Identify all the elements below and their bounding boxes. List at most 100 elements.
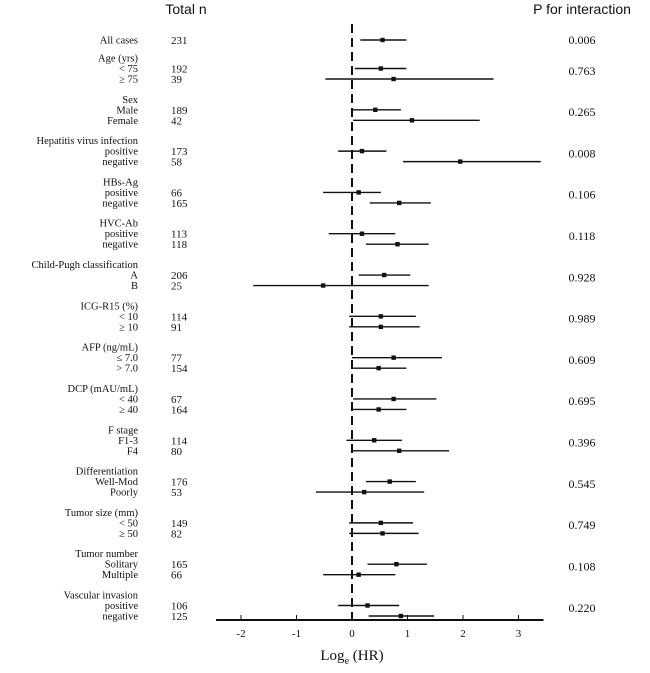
point-estimate xyxy=(394,561,399,567)
forest-group-2: Sex 0.265 Male 189 Female 42 xyxy=(107,95,595,128)
total-n: 176 xyxy=(171,477,188,489)
point-estimate xyxy=(378,66,384,71)
group-title: AFP (ng/mL) xyxy=(82,343,139,354)
point-estimate xyxy=(391,76,396,82)
p-value: 0.108 xyxy=(569,559,596,573)
group-title: HVC-Ab xyxy=(100,219,139,230)
x-tick-label: 3 xyxy=(516,628,522,640)
forest-group-6: Child-Pugh classification 0.928 A 206 B 25 xyxy=(32,260,596,293)
forest-group-0: All cases 0.006 231 xyxy=(100,33,596,47)
group-title: Sex xyxy=(122,95,139,106)
group-title: Differentiation xyxy=(76,467,139,478)
subgroup-label: ≥ 40 xyxy=(119,405,138,416)
p-value: 0.106 xyxy=(569,188,596,202)
group-title: DCP (mAU/mL) xyxy=(68,384,139,395)
total-n: 192 xyxy=(171,64,188,76)
p-value: 0.763 xyxy=(569,64,596,78)
group-title: Hepatitis virus infection xyxy=(37,136,139,147)
forest-rows: All cases 0.006 231 Age (yrs) 0.763 < 75 192 ≥ … xyxy=(32,33,596,623)
p-value: 0.220 xyxy=(569,601,596,615)
total-n: 77 xyxy=(171,353,183,365)
subgroup-label: < 75 xyxy=(119,64,138,75)
point-estimate xyxy=(376,365,381,371)
total-n: 173 xyxy=(171,146,188,158)
total-n: 39 xyxy=(171,74,183,86)
total-n: 113 xyxy=(171,229,188,241)
subgroup-label: Solitary xyxy=(105,560,139,571)
x-axis-label: Loge (HR) xyxy=(320,648,383,667)
point-estimate xyxy=(359,231,365,236)
point-estimate xyxy=(398,613,404,619)
total-n: 118 xyxy=(171,239,188,251)
total-n: 164 xyxy=(171,404,188,416)
x-axis-label-main: Log xyxy=(320,648,345,664)
group-title: Tumor size (mm) xyxy=(65,508,139,519)
point-estimate xyxy=(378,314,384,319)
point-estimate xyxy=(396,448,402,453)
forest-group-10: F stage 0.396 F1-3 114 F4 80 xyxy=(108,425,596,458)
point-estimate xyxy=(378,520,384,526)
subgroup-label: ≤ 7.0 xyxy=(116,353,138,364)
group-title: HBs-Ag xyxy=(103,177,139,188)
total-n: 231 xyxy=(171,35,188,47)
point-estimate xyxy=(380,37,385,43)
forest-group-14: Vascular invasion 0.220 positive 106 negativ… xyxy=(64,591,596,624)
total-n: 154 xyxy=(171,363,188,375)
point-estimate xyxy=(372,438,377,443)
forest-group-3: Hepatitis virus infection 0.008 positive 17… xyxy=(37,136,596,169)
x-axis-label-rest: (HR) xyxy=(349,648,384,664)
subgroup-label: negative xyxy=(102,240,138,251)
subgroup-label: negative xyxy=(102,198,138,209)
point-estimate xyxy=(409,118,415,123)
subgroup-label: negative xyxy=(102,157,138,168)
forest-group-8: AFP (ng/mL) 0.609 ≤ 7.0 77 > 7.0 154 xyxy=(82,343,596,376)
total-n: 67 xyxy=(171,394,183,406)
total-n: 165 xyxy=(171,559,188,571)
subgroup-label: positive xyxy=(105,229,139,240)
point-estimate xyxy=(365,603,370,608)
total-n: 114 xyxy=(171,435,188,447)
p-value: 0.006 xyxy=(569,33,596,47)
group-title: Tumor number xyxy=(75,549,138,560)
subgroup-label: < 10 xyxy=(119,312,138,323)
total-n: 82 xyxy=(171,528,182,540)
subgroup-label: < 40 xyxy=(119,394,138,405)
subgroup-label: A xyxy=(130,271,138,282)
group-title: ICG-R15 (%) xyxy=(81,301,139,312)
group-title: Vascular invasion xyxy=(64,591,139,602)
total-n: 149 xyxy=(171,518,188,530)
forest-group-7: ICG-R15 (%) 0.989 < 10 114 ≥ 10 91 xyxy=(81,301,596,334)
forest-group-11: Differentiation 0.545 Well-Mod 176 Poorly 53 xyxy=(76,467,596,500)
subgroup-label: < 50 xyxy=(119,518,138,529)
subgroup-label: F1-3 xyxy=(118,436,138,447)
x-tick-label: -2 xyxy=(236,628,245,640)
subgroup-label: Poorly xyxy=(110,488,139,499)
p-value: 0.545 xyxy=(569,477,596,491)
p-value: 0.118 xyxy=(569,229,596,243)
total-n: 80 xyxy=(171,446,183,458)
forest-group-13: Tumor number 0.108 Solitary 165 Multiple 66 xyxy=(75,549,595,582)
subgroup-label: negative xyxy=(102,612,138,623)
point-estimate xyxy=(362,489,367,495)
point-estimate xyxy=(387,479,392,484)
forest-group-12: Tumor size (mm) 0.749 < 50 149 ≥ 50 82 xyxy=(65,508,596,541)
subgroup-label: positive xyxy=(105,601,139,612)
total-n: 125 xyxy=(171,611,188,623)
group-title: All cases xyxy=(100,36,138,47)
subgroup-label: Multiple xyxy=(102,570,139,581)
point-estimate xyxy=(391,396,396,402)
point-estimate xyxy=(380,531,385,536)
point-estimate xyxy=(373,107,378,113)
subgroup-label: ≥ 10 xyxy=(119,322,138,333)
point-estimate xyxy=(458,159,463,164)
header-total-n: Total n xyxy=(165,1,206,17)
total-n: 66 xyxy=(171,187,183,199)
group-title: Child-Pugh classification xyxy=(32,260,139,271)
point-estimate xyxy=(356,190,361,195)
x-tick-label: 1 xyxy=(405,628,411,640)
point-estimate xyxy=(381,272,387,278)
total-n: 66 xyxy=(171,570,183,582)
x-axis-label-subscript: e xyxy=(345,656,350,667)
subgroup-label: Male xyxy=(116,105,138,116)
